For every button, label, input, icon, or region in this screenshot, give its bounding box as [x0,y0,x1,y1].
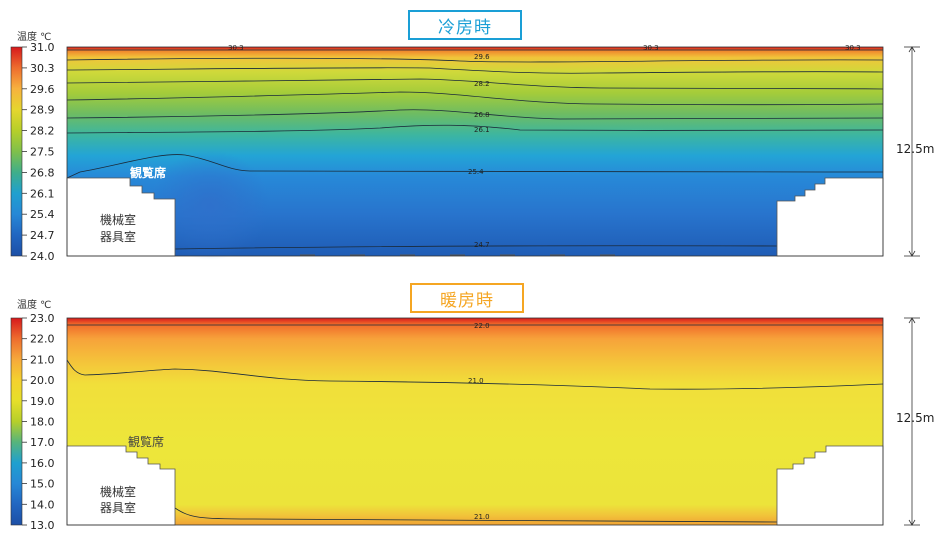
cooling-colorbar-tick-label: 27.5 [30,146,55,159]
cooling-machine-room-label: 機械室 [100,213,137,227]
heating-colorbar-tick-label: 19.0 [30,395,55,408]
heating-contour-label: 21.0 [474,513,490,521]
cooling-colorbar-title: 温度 ℃ [17,32,52,43]
cooling-colorbar: 31.0 30.3 29.6 28.9 28.2 27.5 26.8 26.1 25.4 24.7… [10,41,55,263]
heating-contour-label: 22.0 [474,322,490,330]
cooling-contour-label: 26.8 [474,111,490,119]
cooling-contour-label: 30.3 [228,44,244,52]
heating-colorbar-tick-label: 13.0 [30,519,55,532]
heating-height-label: 12.5m [896,411,935,425]
heating-panel: 22.0 21.0 21.0 [66,317,884,526]
cooling-colorbar-tick-label: 28.9 [30,104,55,117]
heating-equipment-room-label: 器具室 [100,501,137,515]
heating-seating-label: 観覧席 [128,435,165,449]
cooling-title: 冷房時 [408,10,522,40]
cooling-plume [150,150,270,260]
cooling-contour-label: 25.4 [468,168,484,176]
heating-colorbar-tick-label: 22.0 [30,333,55,346]
cooling-seating-label: 観覧席 [130,166,167,180]
cooling-colorbar-tick-label: 31.0 [30,41,55,54]
heating-colorbar-tick-label: 16.0 [30,457,55,470]
cooling-contour-label: 30.3 [643,44,659,52]
heating-colorbar-tick-label: 15.0 [30,478,55,491]
heating-field [67,318,883,525]
cooling-height-label: 12.5m [896,142,935,156]
cooling-colorbar-tick-label: 24.7 [30,229,55,242]
cooling-colorbar-tick-label: 26.8 [30,166,55,179]
heating-colorbar-tick-label: 20.0 [30,374,55,387]
heating-colorbar-tick-label: 14.0 [30,498,55,511]
heating-contours [66,324,884,523]
cooling-colorbar-tick-label: 29.6 [30,83,55,96]
cooling-colorbar-tick-label: 24.0 [30,250,55,263]
cooling-contour-label: 26.1 [474,126,490,134]
cooling-contour-label: 24.7 [474,241,490,249]
heating-colorbar-tick-label: 21.0 [30,353,55,366]
heating-title: 暖房時 [410,283,524,313]
heating-colorbar-tick-label: 17.0 [30,436,55,449]
heating-machine-room-label: 機械室 [100,485,137,499]
cooling-equipment-room-label: 器具室 [100,230,137,244]
heating-colorbar: 23.0 22.0 21.0 20.0 19.0 18.0 17.0 16.0 15.0 14.0… [10,312,55,532]
heating-frame [66,317,884,526]
heating-height-dimension [904,317,920,526]
heating-colorbar-tick-label: 18.0 [30,416,55,429]
heating-colorbar-tick-label: 23.0 [30,312,55,325]
cooling-colorbar-tick-label: 25.4 [30,208,55,221]
cooling-colorbar-tick-label: 30.3 [30,62,55,75]
cooling-height-dimension [904,46,920,257]
cooling-colorbar-tick-label: 26.1 [30,187,55,200]
heating-colorbar-title: 温度 ℃ [17,300,52,311]
cooling-contour-label: 28.2 [474,80,490,88]
cooling-colorbar-tick-label: 28.2 [30,125,55,138]
cooling-frame [66,46,884,257]
cooling-contour-label: 29.6 [474,53,490,61]
cooling-contour-label: 30.3 [845,44,861,52]
cooling-panel: 30.3 30.3 30.3 29.6 28.2 26.8 26.1 25.4 … [66,44,884,260]
heating-contour-label: 21.0 [468,377,484,385]
cooling-contours [66,49,884,250]
